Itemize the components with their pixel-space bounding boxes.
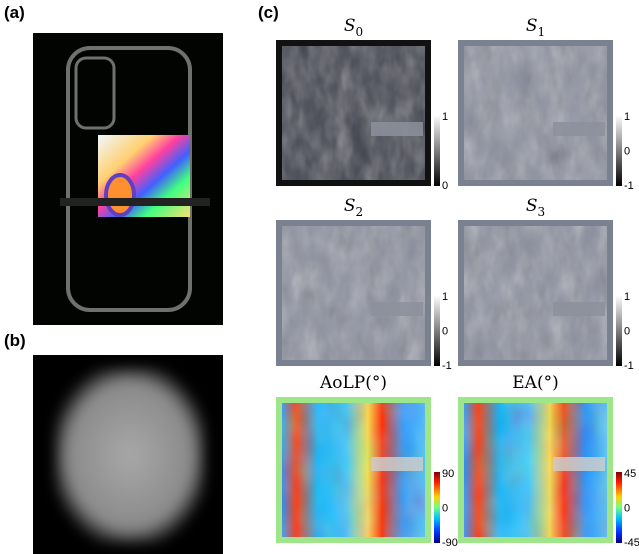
colorbar-tick-label: 0: [624, 325, 630, 337]
photo-intensity: [33, 355, 223, 554]
map-title: S2: [344, 196, 363, 219]
colorbar-tick-label: 0: [442, 502, 448, 514]
panel-label: (a): [4, 3, 25, 22]
map-texture: [282, 46, 425, 180]
colorbar: [434, 295, 440, 366]
colorbar-tick-label: -1: [442, 360, 452, 372]
stokes-maps: S010S110-1S210-1S310-1AoLP(°)900-90EA(°)…: [276, 16, 639, 549]
colorbar-tick-label: 1: [442, 291, 448, 303]
map-title: S0: [344, 16, 363, 39]
symbol: S: [344, 16, 356, 36]
colorbar: [616, 472, 622, 543]
map-texture: [464, 46, 607, 180]
colorbar-tick-label: 0: [624, 145, 630, 157]
colorbar-tick-label: -45: [624, 537, 639, 549]
colorbar-tick-label: 45: [624, 468, 636, 480]
map-band: [371, 457, 423, 471]
subscript: 1: [538, 25, 546, 39]
colorbar-tick-label: -1: [624, 360, 634, 372]
photo-phone: [33, 33, 223, 325]
symbol: S: [344, 196, 356, 216]
panel-label: (c): [258, 3, 279, 22]
figure: (a) (b) (c) S010S110-1S210-1S310-1AoLP(°…: [0, 0, 639, 554]
map-title: S3: [526, 196, 545, 219]
colorbar: [434, 472, 440, 543]
colorbar-tick-label: 0: [624, 502, 630, 514]
map-title: S1: [526, 16, 545, 39]
subscript: 3: [538, 205, 546, 219]
panel-label: (b): [4, 331, 26, 350]
subscript: 2: [356, 205, 364, 219]
map-title: AoLP(°): [319, 373, 387, 393]
subscript: 0: [356, 25, 364, 39]
map-band: [371, 302, 423, 316]
map-texture: [464, 226, 607, 360]
colorbar-tick-label: -1: [624, 180, 634, 192]
map-texture: [282, 226, 425, 360]
map-title: EA(°): [512, 373, 558, 393]
colorbar: [434, 115, 440, 186]
map-band: [553, 122, 605, 136]
colorbar-tick-label: 0: [442, 325, 448, 337]
map-band: [371, 122, 423, 136]
colorbar: [616, 295, 622, 366]
map-band: [553, 302, 605, 316]
colorbar-tick-label: 1: [624, 291, 630, 303]
colorbar-tick-label: -90: [442, 537, 458, 549]
symbol: S: [526, 196, 538, 216]
colorbar-tick-label: 1: [624, 111, 630, 123]
colorbar-tick-label: 0: [442, 180, 448, 192]
map-band: [553, 457, 605, 471]
colorbar-tick-label: 90: [442, 468, 454, 480]
colorbar: [616, 115, 622, 186]
colorbar-tick-label: 1: [442, 111, 448, 123]
symbol: S: [526, 16, 538, 36]
